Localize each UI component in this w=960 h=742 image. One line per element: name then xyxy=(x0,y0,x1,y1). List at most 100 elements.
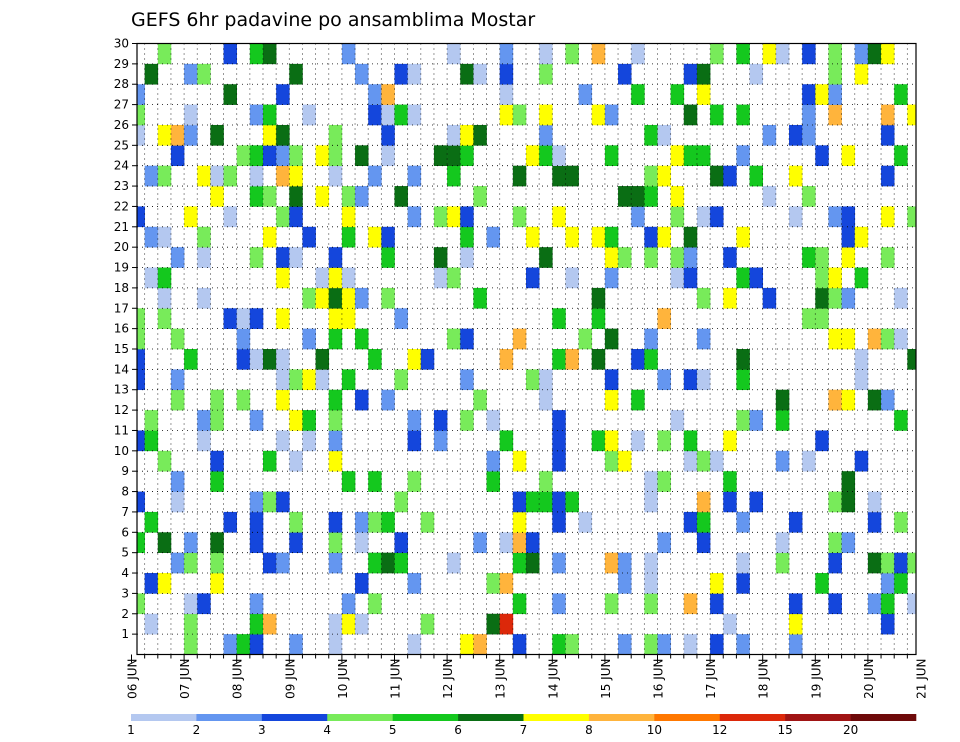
cell-member-24-step-45 xyxy=(723,165,737,187)
cell-member-17-step-11 xyxy=(276,308,290,329)
cell-member-24-step-9 xyxy=(249,165,264,187)
cell-member-6-step-2 xyxy=(157,532,172,553)
y-axis: 1234567891011121314151617181920212223242… xyxy=(114,37,137,641)
y-tick-label: 5 xyxy=(121,546,129,560)
cell-member-9-step-31 xyxy=(539,471,553,492)
y-tick-label: 27 xyxy=(114,98,129,112)
cell-member-25-step-24 xyxy=(447,145,461,166)
cell-member-24-step-33 xyxy=(565,165,579,187)
cell-member-25-step-8 xyxy=(236,145,251,166)
cell-member-24-step-2 xyxy=(157,165,172,187)
cell-member-19-step-2 xyxy=(157,267,172,289)
cell-member-12-step-41 xyxy=(670,410,685,431)
cell-member-15-step-38 xyxy=(631,349,645,370)
cell-member-1-step-37 xyxy=(618,634,632,655)
y-tick-label: 24 xyxy=(114,159,129,173)
cell-member-15-step-35 xyxy=(591,349,606,370)
x-axis: 06 JUN 07 JUN 08 JUN 09 JUN 10 JUN 11 JUN 12 J… xyxy=(126,654,929,699)
cell-member-2-step-1 xyxy=(144,613,159,635)
cell-member-20-step-51 xyxy=(802,247,816,268)
cell-member-22-step-11 xyxy=(276,206,290,228)
cell-member-26-step-50 xyxy=(789,124,803,146)
cell-member-6-step-40 xyxy=(657,532,671,553)
cell-member-12-step-5 xyxy=(197,410,211,431)
cell-member-14-step-55 xyxy=(854,369,869,391)
cell-member-18-step-53 xyxy=(828,287,842,309)
cell-member-16-step-54 xyxy=(841,328,856,350)
cell-member-19-step-42 xyxy=(683,267,698,289)
cell-member-12-step-12 xyxy=(289,410,303,431)
cell-member-5-step-15 xyxy=(328,552,343,574)
cell-member-11-step-23 xyxy=(433,430,448,452)
cell-member-9-step-18 xyxy=(368,471,382,492)
cell-member-24-step-15 xyxy=(328,165,343,187)
cell-member-10-step-42 xyxy=(683,450,698,472)
cell-member-5-step-49 xyxy=(775,552,790,574)
cell-member-28-step-43 xyxy=(696,84,711,105)
cell-member-16-step-57 xyxy=(881,328,895,350)
cell-member-5-step-39 xyxy=(644,552,658,574)
cell-member-24-step-5 xyxy=(197,165,211,187)
cell-member-5-step-11 xyxy=(276,552,290,574)
cell-member-22-step-25 xyxy=(460,206,474,228)
cell-member-18-step-58 xyxy=(894,287,908,309)
cell-member-20-step-12 xyxy=(289,247,303,268)
y-tick-label: 20 xyxy=(114,240,129,254)
cell-member-14-step-3 xyxy=(170,369,185,391)
y-tick-label: 11 xyxy=(114,423,129,437)
cell-member-3-step-0 xyxy=(137,593,145,615)
cell-member-21-step-42 xyxy=(683,226,698,248)
cell-member-11-step-32 xyxy=(552,430,566,452)
cell-member-18-step-16 xyxy=(341,287,356,309)
cell-member-28-step-11 xyxy=(276,84,290,105)
cell-member-14-step-0 xyxy=(137,369,145,391)
cell-member-30-step-49 xyxy=(775,43,790,65)
cell-member-5-step-19 xyxy=(381,552,395,574)
cell-member-22-step-43 xyxy=(696,206,711,228)
legend-swatch xyxy=(588,714,655,721)
cell-member-5-step-32 xyxy=(552,552,566,574)
cell-member-14-step-16 xyxy=(341,369,356,391)
cell-member-25-step-15 xyxy=(328,145,343,166)
cell-member-22-step-50 xyxy=(789,206,803,228)
cell-member-16-step-25 xyxy=(460,328,474,350)
cell-member-30-step-10 xyxy=(263,43,277,65)
cell-member-4-step-2 xyxy=(157,573,172,594)
cell-member-29-step-1 xyxy=(144,63,159,85)
cell-member-22-step-57 xyxy=(881,206,895,228)
cell-member-18-step-35 xyxy=(591,287,606,309)
y-tick-label: 29 xyxy=(114,57,129,71)
x-tick-label: 14 JUN xyxy=(546,659,560,699)
cell-member-15-step-33 xyxy=(565,349,579,370)
cell-member-4-step-57 xyxy=(881,573,895,594)
cell-member-17-step-35 xyxy=(591,308,606,329)
cell-member-29-step-25 xyxy=(460,63,474,85)
cell-member-7-step-46 xyxy=(736,511,750,533)
cell-member-30-step-7 xyxy=(223,43,237,65)
cell-member-11-step-5 xyxy=(197,430,211,452)
cell-member-27-step-9 xyxy=(249,104,264,126)
x-tick-label: 07 JUN xyxy=(178,659,192,699)
cell-member-16-step-34 xyxy=(578,328,593,350)
cell-member-29-step-42 xyxy=(683,63,698,85)
cell-member-18-step-26 xyxy=(473,287,487,309)
cell-member-11-step-42 xyxy=(683,430,698,452)
cell-member-24-step-44 xyxy=(710,165,724,187)
cell-member-27-step-35 xyxy=(591,104,606,126)
cell-member-22-step-7 xyxy=(223,206,237,228)
cell-member-1-step-32 xyxy=(552,634,566,655)
cell-member-12-step-9 xyxy=(249,410,264,431)
cell-member-4-step-46 xyxy=(736,573,750,594)
cell-member-26-step-3 xyxy=(170,124,185,146)
cell-member-11-step-1 xyxy=(144,430,159,452)
cell-member-2-step-57 xyxy=(881,613,895,635)
cell-member-25-step-11 xyxy=(276,145,290,166)
legend-label: 5 xyxy=(389,723,397,737)
cell-member-24-step-21 xyxy=(407,165,422,187)
cell-member-26-step-40 xyxy=(657,124,671,146)
cell-member-14-step-36 xyxy=(604,369,619,391)
y-tick-label: 8 xyxy=(121,485,129,499)
cell-member-27-step-57 xyxy=(881,104,895,126)
cell-member-11-step-0 xyxy=(137,430,145,452)
